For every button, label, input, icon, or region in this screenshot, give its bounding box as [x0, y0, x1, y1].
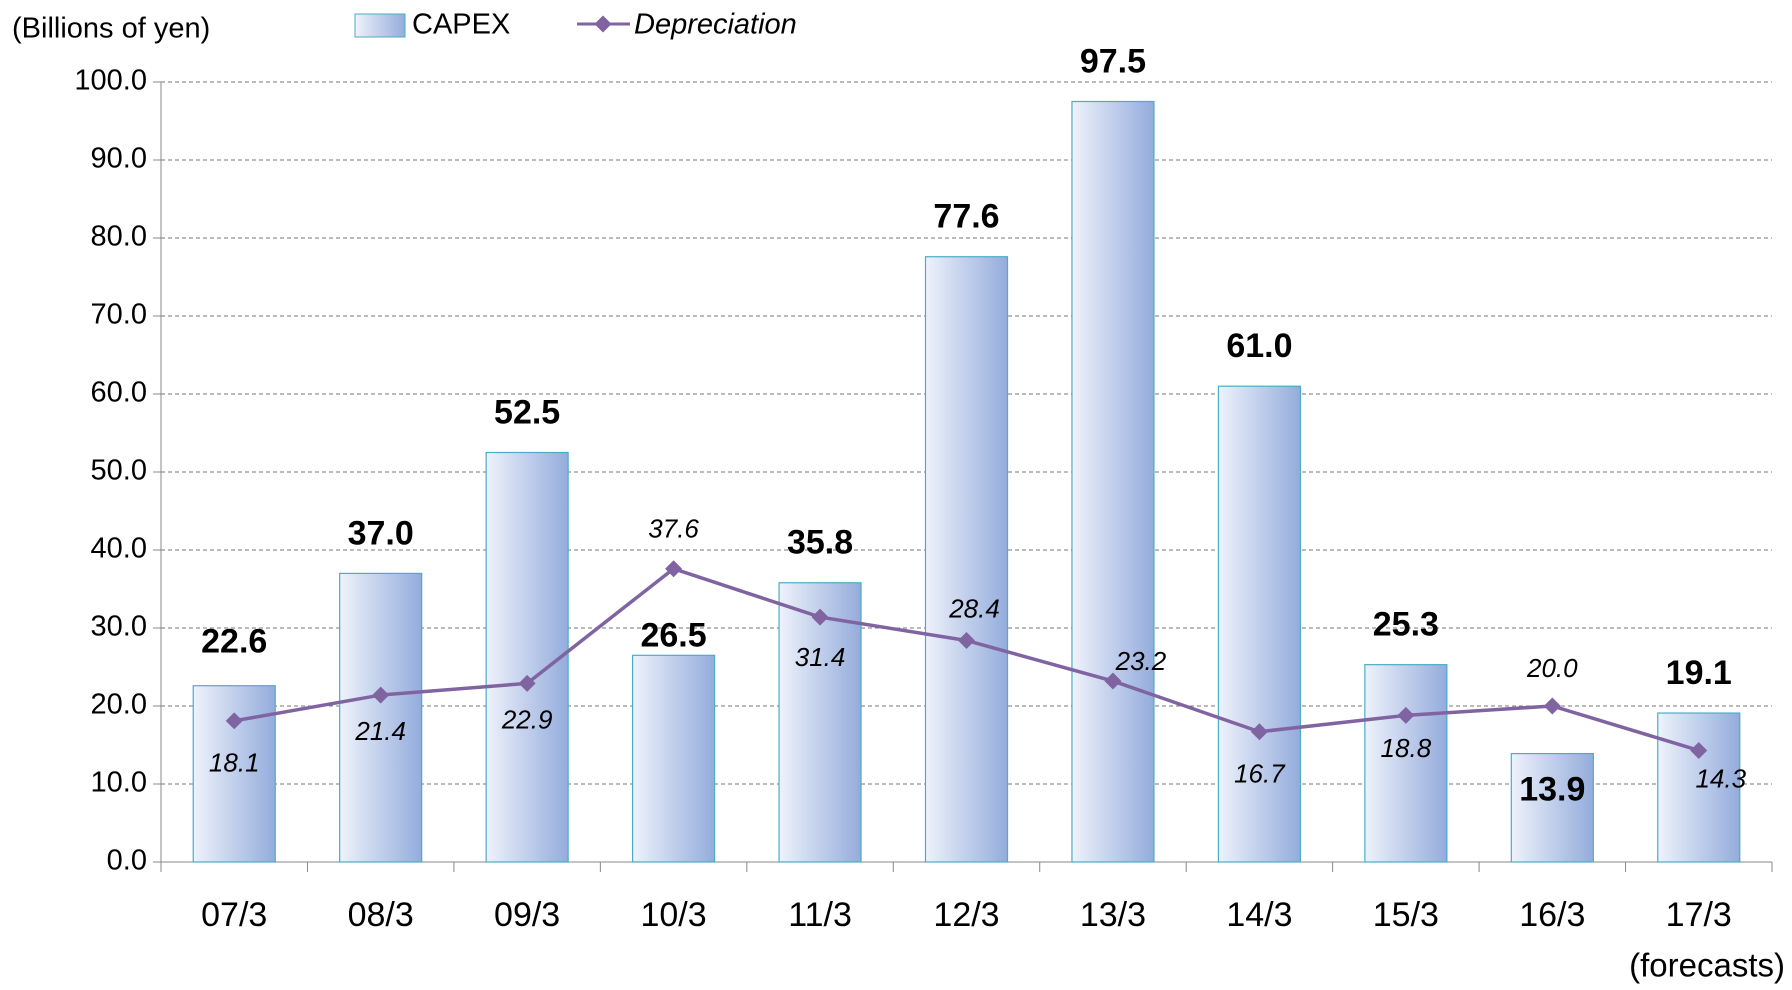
annotation: (forecasts): [1629, 947, 1785, 984]
line-value-label: 28.4: [948, 593, 1000, 623]
bar-value-label: 25.3: [1373, 606, 1439, 644]
line-value-label: 16.7: [1234, 759, 1286, 789]
line-marker: [225, 712, 243, 730]
bar-value-label: 13.9: [1519, 771, 1585, 809]
line-value-label: 31.4: [795, 642, 846, 672]
y-tick-label: 100.0: [74, 65, 147, 97]
y-tick-label: 90.0: [91, 143, 147, 175]
line-marker: [518, 674, 536, 692]
bar-value-label: 22.6: [201, 623, 267, 661]
line-marker: [1104, 672, 1122, 690]
x-tick-label: 15/3: [1373, 896, 1439, 934]
legend-label: Depreciation: [634, 9, 797, 41]
line-value-label: 18.1: [209, 748, 260, 778]
y-tick-label: 20.0: [91, 689, 147, 721]
y-tick-label: 40.0: [91, 533, 147, 565]
bar-value-label: 52.5: [494, 393, 560, 431]
x-tick-label: 11/3: [788, 896, 852, 934]
line-marker: [665, 560, 683, 578]
legend-marker: [594, 15, 612, 33]
line-value-label: 37.6: [648, 514, 699, 544]
y-tick-label: 60.0: [91, 377, 147, 409]
line-value-label: 21.4: [354, 716, 406, 746]
bar-value-label: 19.1: [1666, 654, 1732, 692]
line-marker: [1397, 706, 1415, 724]
bar: [1071, 100, 1155, 863]
y-tick-label: 0.0: [107, 845, 147, 877]
x-tick-label: 07/3: [201, 896, 267, 934]
x-tick-label: 12/3: [933, 896, 999, 934]
x-tick-label: 17/3: [1666, 896, 1732, 934]
bar-value-label: 26.5: [640, 616, 706, 654]
line-value-label: 22.9: [501, 704, 553, 734]
bar-value-label: 61.0: [1226, 327, 1292, 365]
line-marker: [811, 608, 829, 626]
line-marker: [958, 631, 975, 649]
x-tick-label: 08/3: [348, 896, 414, 934]
y-tick-label: 80.0: [91, 221, 147, 253]
legend-label: CAPEX: [412, 9, 510, 41]
bar: [339, 572, 423, 863]
line-value-label: 14.3: [1695, 763, 1746, 793]
y-tick-label: 30.0: [91, 611, 147, 643]
x-tick-label: 09/3: [494, 896, 560, 934]
legend-swatch: [354, 13, 406, 38]
bar: [1364, 664, 1448, 863]
bar: [631, 654, 716, 863]
line-marker: [1690, 741, 1708, 759]
bar: [924, 256, 1009, 863]
x-tick-label: 16/3: [1519, 896, 1585, 934]
y-tick-label: 70.0: [91, 299, 147, 331]
line-marker: [1250, 723, 1268, 741]
bar: [1217, 385, 1302, 863]
y-tick-label: 50.0: [91, 455, 147, 487]
bar-value-label: 35.8: [787, 524, 853, 562]
line-marker: [372, 686, 390, 704]
bar-value-label: 37.0: [348, 514, 414, 552]
y-axis-label: (Billions of yen): [12, 13, 210, 45]
bar: [778, 582, 862, 863]
line-marker: [1543, 697, 1561, 715]
line-value-label: 20.0: [1526, 653, 1578, 683]
line-value-label: 23.2: [1115, 646, 1167, 676]
bar-value-label: 97.5: [1080, 42, 1146, 80]
x-tick-label: 10/3: [640, 896, 706, 934]
y-tick-label: 10.0: [91, 767, 147, 799]
line-value-label: 18.8: [1381, 733, 1432, 763]
bar: [1657, 712, 1741, 863]
bar-value-label: 77.6: [933, 198, 999, 236]
x-tick-label: 14/3: [1226, 896, 1292, 934]
bar: [485, 451, 569, 863]
x-tick-label: 13/3: [1080, 896, 1146, 934]
bar: [1510, 752, 1594, 863]
